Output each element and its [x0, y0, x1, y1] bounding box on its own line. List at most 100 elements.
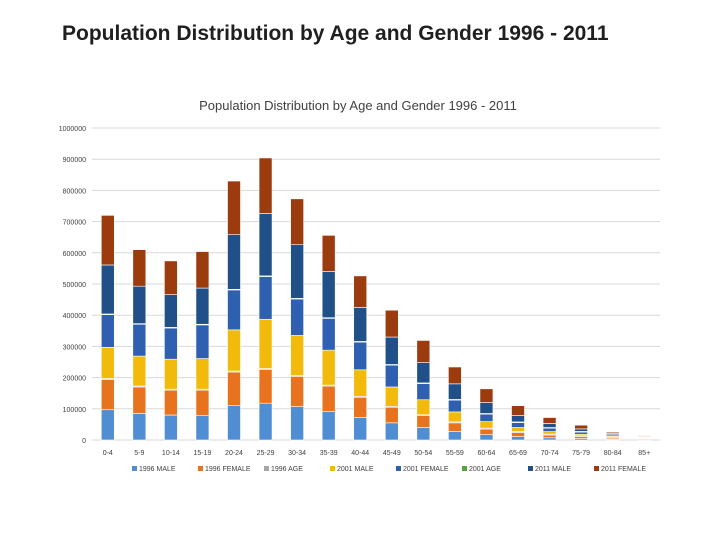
legend: 1996 MALE 1996 FEMALE 1996 AGE 2001 MALE 200…	[132, 466, 646, 473]
bar-segment-2011-female-20-24	[227, 180, 241, 236]
bar-segment-2001-female-30-34	[290, 298, 304, 336]
bar-segment-2001-female-50-54	[416, 383, 431, 401]
bar-segment-2011-male-40-44	[353, 307, 368, 342]
bar-segment-1996-male-50-54	[416, 427, 431, 441]
bar-segment-1996-male-10-14	[164, 414, 178, 441]
legend-swatch	[132, 466, 137, 471]
y-tick-label: 1000000	[59, 126, 86, 133]
bar-segment-1996-female-40-44	[353, 396, 368, 418]
bar-segment-2011-male-15-19	[195, 287, 210, 325]
bar-segment-2001-female-20-24	[227, 289, 241, 331]
bar-segment-2011-female-35-39	[321, 235, 336, 272]
bar-segment-2011-male-20-24	[227, 234, 241, 290]
bar-segment-1996-female-60-64	[479, 428, 494, 435]
bar-segment-2001-female-10-14	[164, 327, 178, 360]
x-tick-label: 25-29	[257, 450, 275, 457]
bar-segment-2011-male-65-69	[511, 415, 525, 423]
x-tick-label: 20-24	[225, 450, 243, 457]
bar-segment-2001-female-15-19	[195, 324, 210, 359]
slide-title: Population Distribution by Age and Gende…	[62, 22, 609, 45]
bar-segment-1996-male-15-19	[195, 415, 210, 441]
bar-segment-1996-male-65-69	[511, 436, 525, 441]
legend-swatch	[594, 466, 599, 471]
bar-segment-2001-female-25-29	[258, 276, 273, 320]
bar-segment-2001-male-15-19	[195, 358, 210, 390]
x-tick-label: 50-54	[414, 450, 432, 457]
bar-segment-2001-male-30-34	[290, 335, 304, 376]
bar-segment-1996-male-30-34	[290, 406, 304, 441]
bar-segment-2011-male-75-79	[574, 428, 588, 432]
bar-segment-1996-male-35-39	[321, 410, 336, 441]
bar-segment-1996-female-30-34	[290, 376, 304, 407]
x-tick-label: 80-84	[604, 450, 622, 457]
x-tick-label: 60-64	[477, 450, 495, 457]
bar-segment-2011-female-0-4	[100, 215, 115, 266]
bar-segment-1996-male-20-24	[227, 405, 241, 441]
bar-segment-2001-female-65-69	[511, 422, 525, 428]
x-tick-label: 15-19	[193, 450, 211, 457]
bar-segment-2001-male-5-9	[132, 355, 147, 387]
x-tick-label: 75-79	[572, 450, 590, 457]
legend-swatch	[264, 466, 269, 471]
x-tick-label: 55-59	[446, 450, 464, 457]
x-tick-label: 70-74	[541, 450, 559, 457]
bar-segment-1996-female-0-4	[100, 379, 115, 411]
bars	[100, 157, 652, 441]
bar-segment-2001-female-5-9	[132, 323, 147, 357]
y-tick-label: 500000	[63, 282, 86, 289]
bar-segment-2011-female-10-14	[164, 260, 178, 295]
bar-segment-1996-male-45-49	[384, 422, 399, 441]
bar-segment-2001-male-35-39	[321, 349, 336, 386]
legend-label: 1996 MALE	[139, 466, 176, 473]
bar-segment-2011-female-25-29	[258, 157, 273, 214]
bar-segment-2001-female-35-39	[321, 318, 336, 351]
x-tick-label: 0-4	[103, 450, 113, 457]
y-tick-label: 600000	[63, 251, 86, 258]
bar-segment-2011-male-25-29	[258, 213, 273, 277]
bar-segment-2011-female-45-49	[384, 309, 399, 338]
bar-segment-2001-female-70-74	[542, 427, 557, 432]
legend-swatch	[330, 466, 335, 471]
x-tick-label: 5-9	[134, 450, 144, 457]
gridlines	[92, 127, 660, 441]
legend-label: 2011 MALE	[535, 466, 571, 473]
legend-swatch	[462, 466, 467, 471]
bar-segment-2011-female-30-34	[290, 198, 304, 245]
bar-segment-2001-male-0-4	[100, 347, 115, 379]
bar-segment-2011-male-0-4	[100, 264, 115, 315]
bar-segment-1996-male-40-44	[353, 417, 368, 441]
y-tick-label: 800000	[63, 188, 86, 195]
bar-segment-2011-male-30-34	[290, 244, 304, 299]
bar-segment-1996-female-10-14	[164, 389, 178, 416]
legend-swatch	[528, 466, 533, 471]
legend-label: 1996 AGE	[271, 466, 303, 473]
bar-segment-1996-female-45-49	[384, 406, 399, 424]
bar-segment-2011-male-35-39	[321, 271, 336, 318]
chart-title: Population Distribution by Age and Gende…	[199, 98, 517, 113]
x-tick-label: 45-49	[383, 450, 401, 457]
bar-segment-2001-female-75-79	[574, 431, 588, 435]
bar-segment-2011-male-10-14	[164, 294, 178, 328]
y-tick-label: 0	[82, 438, 86, 445]
y-tick-label: 900000	[63, 157, 86, 164]
y-tick-label: 700000	[63, 220, 86, 227]
bar-segment-1996-male-70-74	[542, 437, 557, 441]
legend-label: 2011 FEMALE	[601, 466, 646, 473]
bar-segment-2011-female-70-74	[542, 417, 557, 424]
bar-segment-2001-male-70-74	[542, 431, 557, 435]
bar-segment-1996-female-20-24	[227, 371, 241, 406]
bar-segment-2011-female-15-19	[195, 251, 210, 289]
legend-label: 1996 FEMALE	[205, 466, 251, 473]
bar-segment-2011-female-60-64	[479, 388, 494, 403]
bar-segment-2001-female-40-44	[353, 341, 368, 371]
bar-segment-2011-female-65-69	[511, 405, 525, 416]
bar-segment-1996-male-5-9	[132, 413, 147, 441]
bar-segment-2001-male-20-24	[227, 329, 241, 372]
bar-segment-1996-male-0-4	[100, 409, 115, 441]
bar-segment-2001-male-65-69	[511, 427, 525, 432]
bar-segment-2011-female-50-54	[416, 340, 431, 363]
bar-segment-2001-female-45-49	[384, 364, 399, 388]
bar-segment-2011-female-75-79	[574, 424, 588, 430]
bar-segment-2001-male-45-49	[384, 386, 399, 407]
bar-segment-2011-female-80-84	[605, 431, 620, 434]
